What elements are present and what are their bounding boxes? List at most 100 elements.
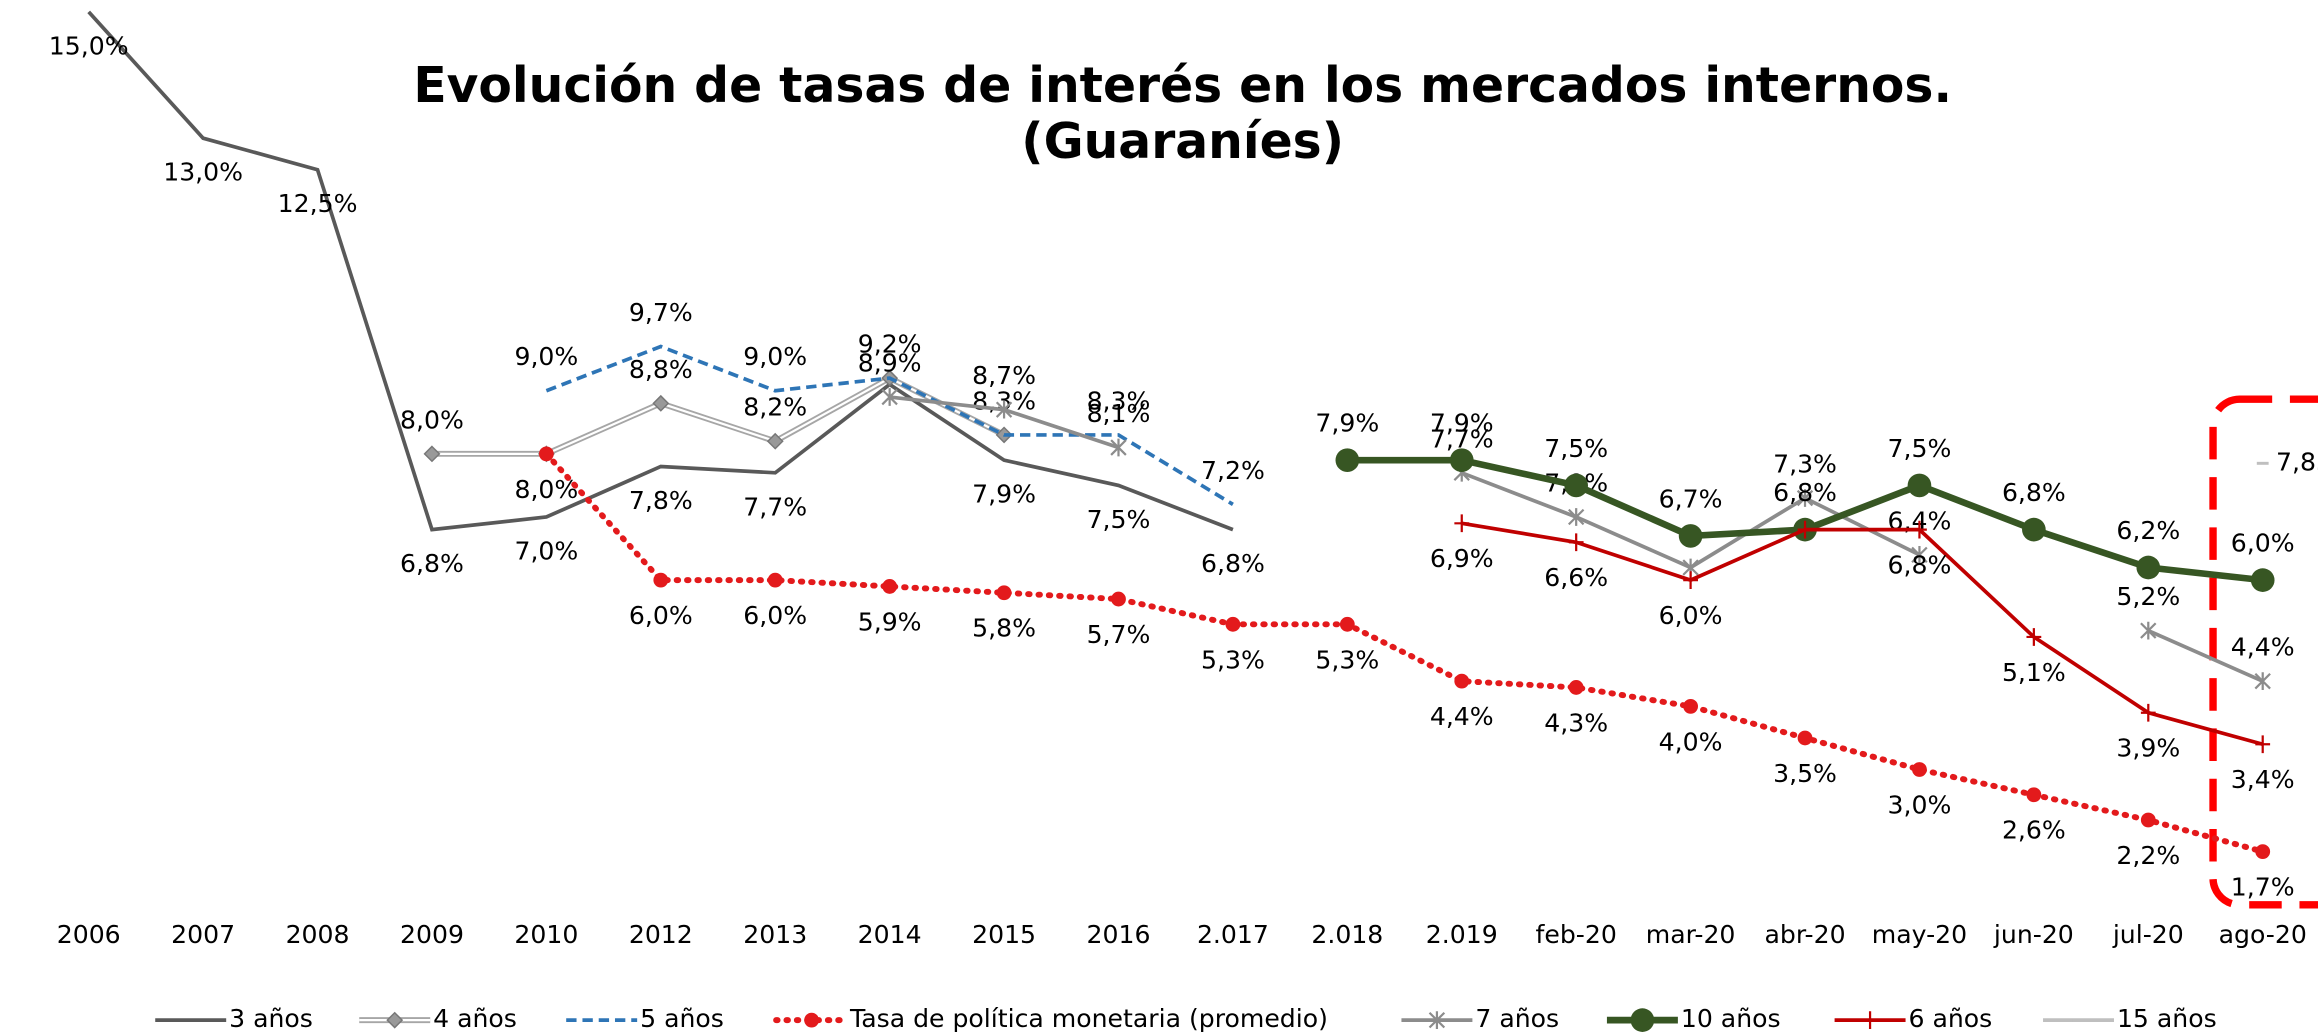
point (1796, 489, 1814, 507)
data-label: 6,0% (743, 601, 807, 630)
point (882, 579, 898, 594)
point (881, 388, 898, 406)
data-label: 2,6% (2002, 816, 2066, 845)
point (1428, 1011, 1446, 1029)
data-label: 6,2% (2116, 516, 2180, 545)
point (1683, 571, 1698, 589)
point (2140, 703, 2156, 722)
data-label: 7,2% (1201, 456, 1265, 485)
legend-item: 4 años (359, 1004, 517, 1033)
series-line (543, 450, 2266, 855)
x-tick-label: abr-20 (1764, 920, 1845, 949)
x-tick-label: 2012 (629, 920, 693, 949)
data-label: 6,8% (1201, 549, 1265, 578)
legend-label: 10 años (1681, 1004, 1781, 1033)
point (1564, 473, 1589, 498)
point (1862, 1011, 1878, 1029)
point (1225, 616, 1241, 632)
data-label: 7,3% (1773, 450, 1837, 479)
legend-item: Tasa de política monetaria (promedio) (773, 1004, 1328, 1033)
data-label: 8,3% (1087, 386, 1151, 415)
data-label: 15,0% (49, 31, 129, 60)
data-label: 6,8% (1888, 551, 1952, 580)
point (1912, 520, 1927, 539)
data-label: 4,0% (1659, 727, 1723, 756)
legend-label: 3 años (229, 1004, 313, 1033)
x-tick-label: 2015 (972, 920, 1036, 949)
point (1907, 473, 1932, 498)
point (652, 394, 670, 412)
point (1797, 730, 1813, 746)
data-label: 8,0% (400, 405, 464, 434)
data-label: 4,4% (2231, 633, 2295, 662)
point (1111, 591, 1126, 607)
data-label: 3,0% (1888, 790, 1952, 819)
x-tick-label: 2008 (286, 920, 350, 949)
x-tick-label: 2.019 (1426, 920, 1498, 949)
data-label: 3,4% (2231, 765, 2295, 794)
data-label: 8,2% (743, 393, 807, 422)
point (1568, 680, 1584, 695)
point (2254, 672, 2271, 691)
series-line (545, 344, 1234, 506)
legend-item: 3 años (155, 1004, 313, 1033)
data-label: 4,3% (1544, 708, 1608, 737)
point (2136, 555, 2161, 580)
data-label: 5,9% (858, 607, 922, 636)
x-tick-label: 2007 (171, 920, 235, 949)
x-tick-label: may-20 (1872, 920, 1967, 949)
legend-label: 5 años (640, 1004, 724, 1033)
data-label: 13,0% (163, 158, 243, 187)
point (2140, 812, 2156, 828)
x-tick-label: 2014 (858, 920, 922, 949)
data-label: 9,0% (743, 342, 807, 371)
data-label: 7,9% (1315, 409, 1379, 438)
point (1797, 520, 1813, 539)
point (2140, 621, 2157, 640)
point (2026, 787, 2042, 803)
plot: 2006 2007 2008 2009 2010 2012 2013 2014 2015 2016… (49, 10, 2318, 1033)
point (2250, 568, 2275, 592)
legend-item: 10 años (1606, 1004, 1781, 1033)
point (2022, 517, 2046, 542)
legend-label: 15 años (2117, 1004, 2217, 1033)
legend-item: 6 años (1834, 1004, 1992, 1033)
data-label: 4,4% (1430, 702, 1494, 731)
point (1110, 438, 1127, 457)
data-label: 7,5% (1544, 434, 1608, 463)
point (423, 445, 441, 463)
data-label: 5,8% (972, 614, 1036, 643)
data-label: 7,0% (514, 536, 578, 565)
point (653, 572, 669, 588)
data-label: 5,7% (1087, 620, 1151, 649)
data-label: 9,2% (858, 330, 922, 359)
point (766, 432, 784, 450)
point (1449, 448, 1474, 472)
data-label: 7,5% (1888, 434, 1952, 463)
data-label: 6,0% (629, 601, 693, 630)
point (538, 446, 554, 462)
data-label: 6,8% (2002, 478, 2066, 507)
x-tick-label: 2009 (400, 920, 464, 949)
data-label: 7,8% (629, 486, 693, 515)
x-tick-label: 2013 (743, 920, 807, 949)
data-label: 3,5% (1773, 759, 1837, 788)
data-label: 9,0% (514, 342, 578, 371)
data-label: 1,7% (2231, 873, 2295, 902)
data-label: 5,2% (2116, 582, 2180, 611)
data-label: 5,1% (2002, 658, 2066, 687)
data-label: 8,1% (1087, 399, 1151, 428)
data-label: 5,3% (1201, 645, 1265, 674)
point (1630, 1008, 1655, 1032)
data-label: 6,0% (1659, 601, 1723, 630)
data-label: 7,9% (972, 480, 1036, 509)
data-label: 7,85% (2276, 447, 2318, 476)
point (2255, 735, 2271, 754)
highlight-box (2209, 395, 2318, 909)
legend-item: 7 años (1401, 1004, 1559, 1033)
x-tick-label: jun-20 (1993, 920, 2074, 949)
point (767, 572, 783, 588)
x-tick-label: 2016 (1087, 920, 1151, 949)
